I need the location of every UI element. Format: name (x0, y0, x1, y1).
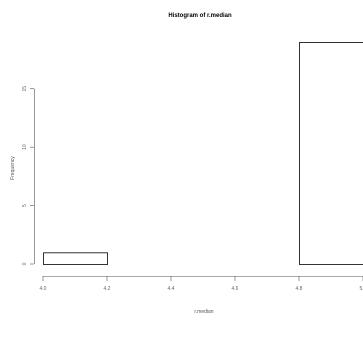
x-tick-label: 4.0 (40, 286, 47, 292)
x-tick-label: 5.0 (360, 286, 363, 292)
chart-title: Histogram of r.median (168, 13, 232, 19)
histogram-bar-4 (299, 42, 363, 265)
y-axis-label: Frequency (10, 156, 16, 180)
bars-group (43, 42, 363, 265)
x-tick-label: 4.4 (168, 286, 175, 292)
y-axis: 0 5 10 15 (22, 86, 35, 265)
x-tick-label: 4.8 (296, 286, 303, 292)
y-tick-label: 0 (22, 262, 28, 265)
x-axis: 4.0 4.2 4.4 4.6 4.8 5.0 (40, 276, 363, 292)
x-tick-label: 4.2 (104, 286, 111, 292)
x-tick-label: 4.6 (232, 286, 239, 292)
y-tick-label: 10 (22, 144, 28, 150)
y-tick-label: 5 (22, 204, 28, 207)
x-axis-label: r.median (194, 309, 213, 315)
histogram-bar-0 (43, 252, 108, 265)
y-tick-label: 15 (22, 86, 28, 92)
